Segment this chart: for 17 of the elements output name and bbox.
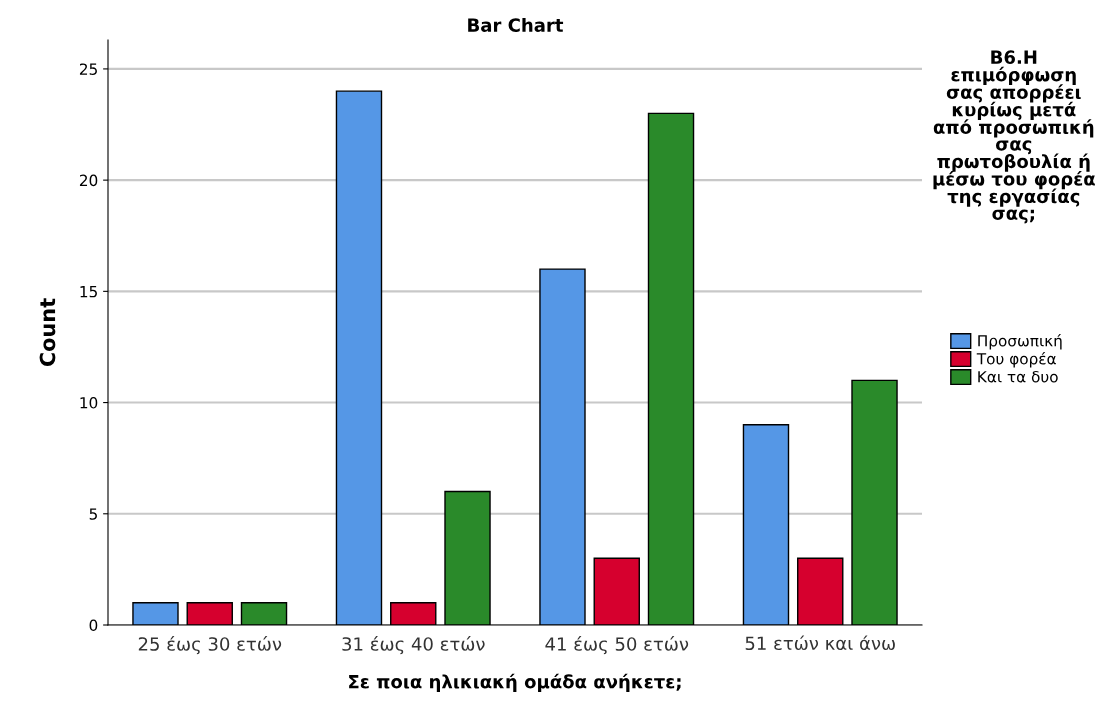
y-tick-label: 5 — [89, 508, 97, 520]
x-axis-title: Σε ποια ηλικιακή ομάδα ανήκετε; — [349, 673, 681, 693]
y-tick-label: 10 — [80, 397, 98, 409]
y-tick-label: 0 — [89, 619, 98, 632]
x-tick-label: 25 έως 30 ετών — [138, 636, 282, 655]
x-tick-label: 51 ετών και άνω — [745, 635, 895, 651]
y-axis-title: Count — [39, 298, 56, 367]
y-tick-label: 20 — [79, 174, 98, 187]
x-tick-label: 31 έως 40 ετών — [342, 636, 485, 655]
text: B6.Η επιμόρφωση σας απορρέει κυρίως μετά από προσωπική σας πρωτοβουλία ή μέσω του φορέα της εργασίας σας; — [933, 50, 1095, 224]
legend-label: Προσωπική — [978, 334, 1062, 350]
chart-title: Bar Chart — [468, 17, 564, 32]
y-tick-label: 25 — [79, 63, 97, 75]
y-tick-label: 15 — [80, 286, 97, 298]
legend-label: Και τα δυο — [978, 370, 1058, 383]
x-tick-label: 41 έως 50 ετών — [545, 636, 689, 655]
legend-label: Του φορέα — [976, 352, 1056, 368]
